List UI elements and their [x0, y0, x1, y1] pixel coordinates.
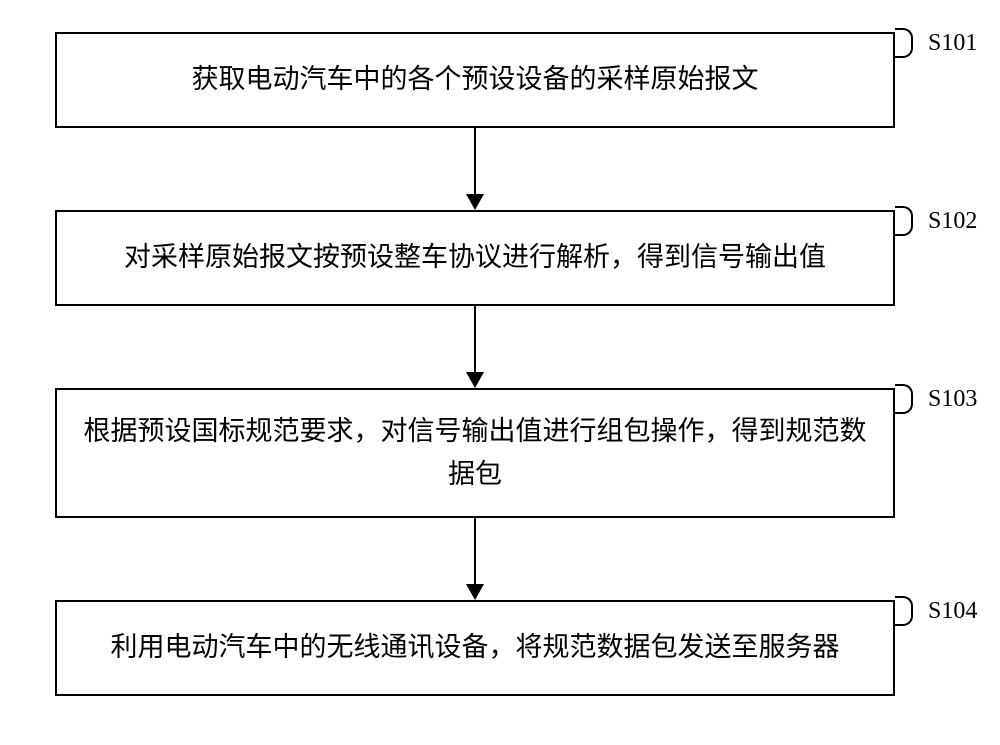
- label-bracket: [895, 384, 913, 414]
- step-label-s103: S103: [928, 386, 977, 413]
- arrow-s102-s103: [460, 306, 490, 388]
- arrow-s101-s102: [460, 128, 490, 210]
- step-text: 对采样原始报文按预设整车协议进行解析，得到信号输出值: [124, 236, 826, 279]
- label-bracket: [895, 206, 913, 236]
- step-box-s103: 根据预设国标规范要求，对信号输出值进行组包操作，得到规范数据包: [55, 388, 895, 518]
- step-text: 利用电动汽车中的无线通讯设备，将规范数据包发送至服务器: [111, 626, 840, 669]
- step-text: 获取电动汽车中的各个预设设备的采样原始报文: [192, 58, 759, 101]
- step-label-s101: S101: [928, 30, 977, 57]
- step-label-s102: S102: [928, 208, 977, 235]
- step-label-s104: S104: [928, 598, 977, 625]
- step-text: 根据预设国标规范要求，对信号输出值进行组包操作，得到规范数据包: [77, 410, 873, 496]
- step-box-s101: 获取电动汽车中的各个预设设备的采样原始报文: [55, 32, 895, 128]
- flowchart-canvas: 获取电动汽车中的各个预设设备的采样原始报文 S101 对采样原始报文按预设整车协…: [0, 0, 1000, 745]
- label-bracket: [895, 28, 913, 58]
- label-bracket: [895, 596, 913, 626]
- step-box-s102: 对采样原始报文按预设整车协议进行解析，得到信号输出值: [55, 210, 895, 306]
- step-box-s104: 利用电动汽车中的无线通讯设备，将规范数据包发送至服务器: [55, 600, 895, 696]
- arrow-s103-s104: [460, 518, 490, 600]
